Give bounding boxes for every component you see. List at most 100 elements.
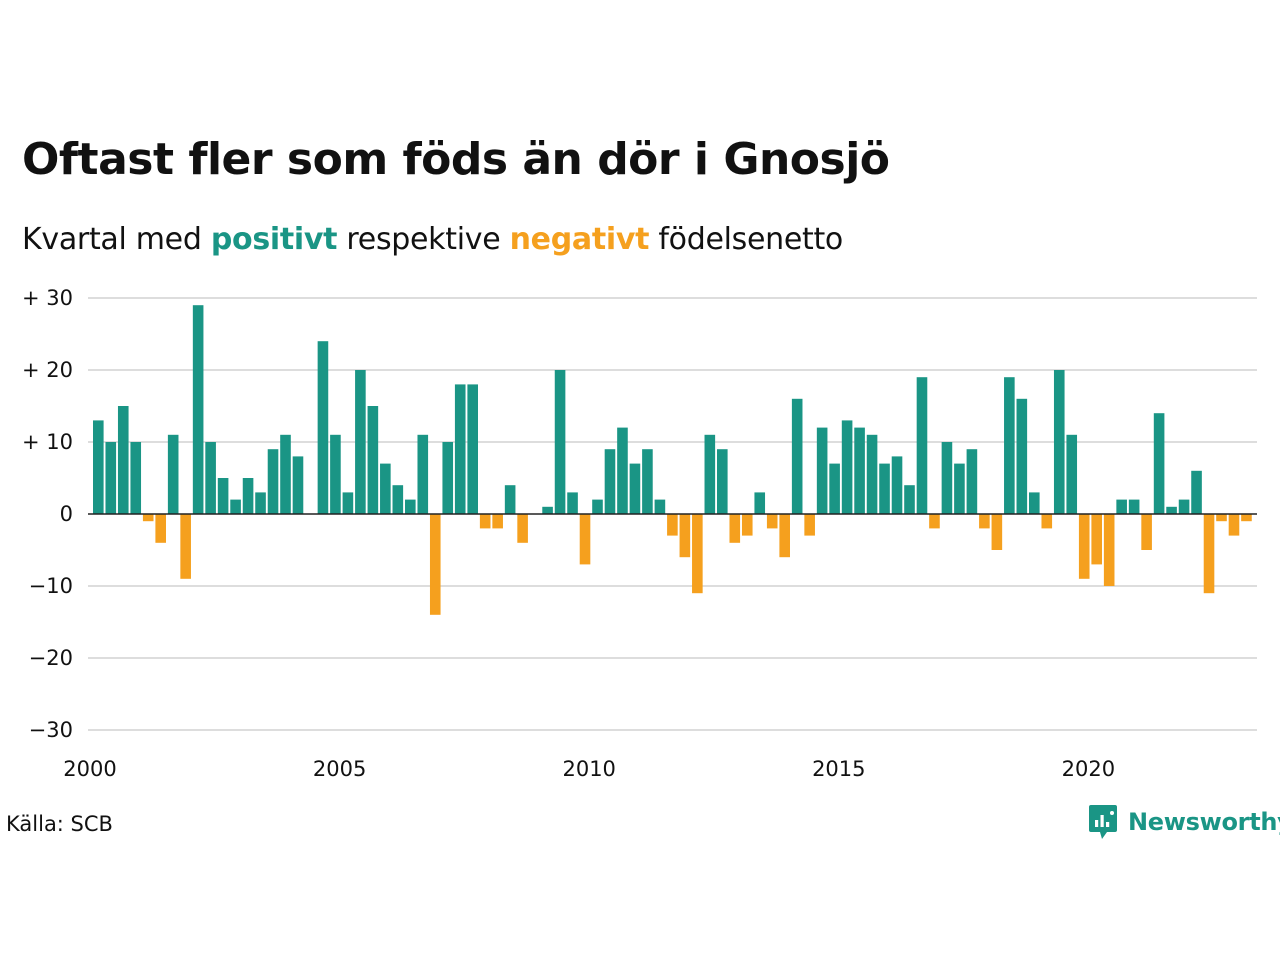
bar: [754, 492, 766, 514]
bar: [1004, 377, 1015, 514]
y-tick-label: + 30: [22, 286, 73, 310]
bar: [654, 499, 666, 514]
bar: [704, 434, 716, 514]
bar: [1078, 514, 1090, 579]
bar: [1053, 370, 1065, 514]
newsworthy-logo-icon: [1089, 805, 1117, 839]
bar: [467, 384, 478, 514]
newsworthy-logo: Newsworthy: [1088, 802, 1280, 842]
bar: [804, 514, 815, 536]
subtitle-prefix: Kvartal med: [22, 222, 211, 257]
bar: [417, 434, 429, 514]
bar: [205, 442, 216, 514]
bar: [1141, 514, 1152, 550]
bar: [841, 420, 853, 514]
bar: [442, 442, 454, 514]
bar: [717, 449, 728, 514]
bar: [642, 449, 653, 514]
bar: [617, 427, 628, 514]
bar: [1216, 514, 1227, 522]
bar: [429, 514, 441, 615]
bar: [1178, 499, 1190, 514]
bar: [267, 449, 279, 514]
bar: [791, 398, 803, 514]
bar: [217, 478, 229, 514]
bar: [1203, 514, 1215, 594]
x-tick-label: 2005: [313, 757, 366, 781]
bar: [1128, 499, 1140, 514]
subtitle-suffix: födelsenetto: [649, 222, 843, 257]
bar: [779, 514, 790, 558]
bar: [117, 406, 129, 514]
logo-text: Newsworthy: [1128, 808, 1280, 836]
bar: [330, 434, 341, 514]
bar: [929, 514, 940, 529]
bar: [916, 377, 928, 514]
bar: [979, 514, 990, 529]
bar: [392, 485, 404, 514]
bar: [854, 427, 865, 514]
y-tick-label: + 20: [22, 358, 73, 382]
bar: [517, 514, 528, 543]
bar: [604, 449, 616, 514]
bar: [280, 434, 291, 514]
bar: [242, 478, 254, 514]
bar: [1091, 514, 1102, 565]
bar: [692, 514, 703, 594]
bar: [1153, 413, 1165, 514]
bar: [729, 514, 741, 543]
x-tick-label: 2020: [1062, 757, 1115, 781]
bar: [492, 514, 503, 529]
x-tick-label: 2015: [812, 757, 865, 781]
y-tick-label: −30: [29, 718, 73, 742]
bar: [292, 456, 304, 514]
bar: [1041, 514, 1053, 529]
y-tick-label: 0: [60, 502, 73, 526]
x-tick-label: 2000: [63, 757, 116, 781]
bar: [93, 420, 104, 514]
bar: [866, 434, 878, 514]
bar: [592, 499, 603, 514]
bar: [479, 514, 491, 529]
bar: [542, 506, 553, 514]
bar: [904, 485, 915, 514]
y-tick-label: + 10: [22, 430, 73, 454]
bar: [879, 463, 890, 514]
bar: [317, 341, 329, 514]
bar: [405, 499, 416, 514]
bar: [355, 370, 366, 514]
bar: [155, 514, 166, 543]
bar: [1116, 499, 1127, 514]
bar: [579, 514, 591, 565]
bar: [1103, 514, 1115, 586]
y-tick-label: −20: [29, 646, 73, 670]
bar: [105, 442, 117, 514]
bar: [816, 427, 828, 514]
bar: [766, 514, 778, 529]
bar: [667, 514, 678, 536]
y-tick-label: −10: [29, 574, 73, 598]
bar: [230, 499, 241, 514]
bar: [192, 305, 204, 514]
bar: [1016, 398, 1028, 514]
chart-subtitle: Kvartal med positivt respektive negativt…: [22, 220, 843, 260]
bar: [741, 514, 753, 536]
bar: [142, 514, 154, 522]
bar: [991, 514, 1003, 550]
bar: [679, 514, 691, 558]
chart-title: Oftast fler som föds än dör i Gnosjö: [22, 134, 890, 185]
bar: [1228, 514, 1240, 536]
source-note: Källa: SCB: [6, 812, 113, 836]
bar: [1191, 470, 1202, 514]
bar: [342, 492, 354, 514]
bar: [829, 463, 840, 514]
bar: [380, 463, 391, 514]
subtitle-negative-word: negativt: [509, 222, 650, 257]
bar: [891, 456, 903, 514]
bar: [941, 442, 953, 514]
bars-layer: [93, 305, 1252, 615]
bar: [1241, 514, 1252, 522]
y-axis-labels: + 30 + 20 + 10 0 −10 −20 −30: [22, 286, 73, 742]
bar: [1066, 434, 1078, 514]
